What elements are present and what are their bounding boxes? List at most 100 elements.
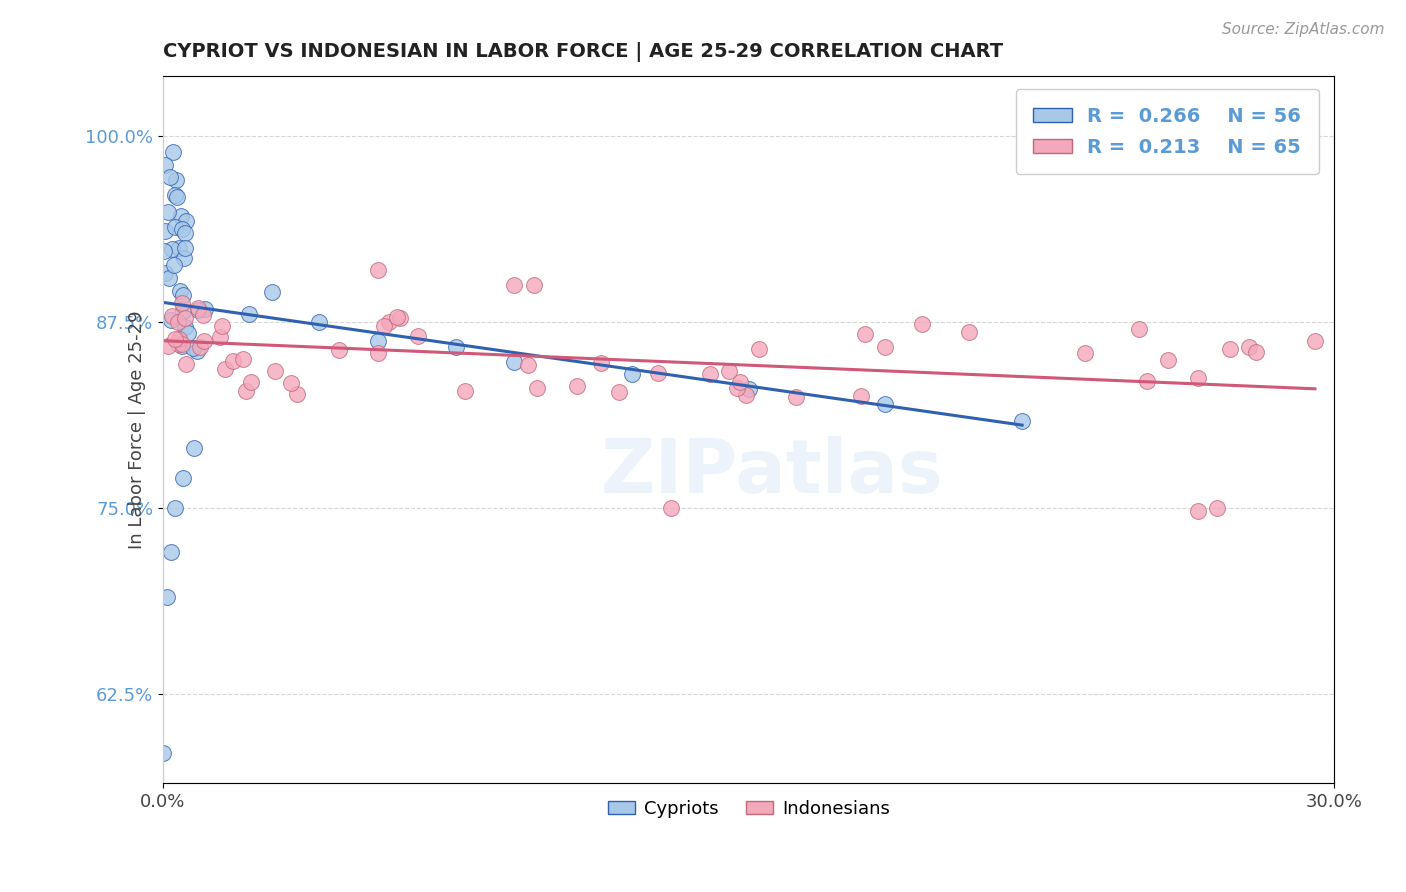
Point [191,308,214,322]
Point [163,332,186,346]
Point [367,334,389,348]
Point [173,227,195,241]
Point [167,241,190,255]
Point [1187,370,1209,384]
Point [222,354,245,368]
Point [849,389,872,403]
Point [1206,500,1229,515]
Point [172,303,194,318]
Point [152,244,174,259]
Point [591,356,613,370]
Point [1157,352,1180,367]
Point [157,270,180,285]
Point [170,296,193,310]
Point [718,364,741,378]
Point [328,343,350,358]
Point [240,376,263,390]
Point [163,187,186,202]
Point [957,325,980,339]
Point [503,277,526,292]
Point [378,315,401,329]
Point [170,222,193,236]
Point [875,396,897,410]
Point [738,382,761,396]
Point [163,500,186,515]
Point [187,303,209,318]
Point [181,342,204,356]
Point [187,301,209,315]
Point [609,385,631,400]
Point [167,337,190,351]
Point [735,387,758,401]
Point [153,224,176,238]
Point [517,358,540,372]
Point [387,310,409,325]
Point [170,210,193,224]
Point [193,334,215,348]
Point [188,340,211,354]
Point [156,590,179,604]
Point [1187,504,1209,518]
Point [160,242,183,256]
Point [162,145,184,159]
Point [235,384,257,399]
Point [167,332,190,346]
Point [1136,374,1159,388]
Point [388,310,411,325]
Point [1011,414,1033,428]
Point [186,344,208,359]
Point [160,309,183,323]
Point [647,366,669,380]
Point [853,327,876,342]
Point [160,313,183,327]
Point [367,346,389,360]
Point [785,390,807,404]
Point [214,362,236,376]
Point [406,328,429,343]
Point [1303,334,1326,348]
Point [159,169,181,184]
Point [308,315,330,329]
Point [174,357,197,371]
Point [280,376,302,391]
Point [156,339,179,353]
Point [209,329,232,343]
Point [174,214,197,228]
Point [1219,343,1241,357]
Point [454,384,477,398]
Point [565,378,588,392]
Point [503,355,526,369]
Text: Source: ZipAtlas.com: Source: ZipAtlas.com [1222,22,1385,37]
Text: ZIPatlas: ZIPatlas [600,435,943,508]
Point [172,287,194,301]
Point [169,284,191,298]
Point [153,266,176,280]
Point [911,318,934,332]
Point [162,258,184,272]
Point [173,251,195,265]
Point [163,219,186,234]
Point [153,158,176,172]
Point [659,500,682,515]
Point [1246,344,1268,359]
Point [157,205,180,219]
Legend: Cypriots, Indonesians: Cypriots, Indonesians [600,792,897,825]
Point [1237,340,1260,354]
Point [264,364,287,378]
Point [172,339,194,353]
Point [367,262,389,277]
Point [748,342,770,356]
Point [262,285,284,299]
Point [875,340,897,354]
Point [444,340,467,354]
Point [699,367,721,381]
Point [167,315,190,329]
Point [232,352,254,367]
Point [165,173,187,187]
Point [1073,345,1095,359]
Point [173,310,195,325]
Point [526,381,548,395]
Point [523,277,546,292]
Point [728,375,751,389]
Point [183,442,205,456]
